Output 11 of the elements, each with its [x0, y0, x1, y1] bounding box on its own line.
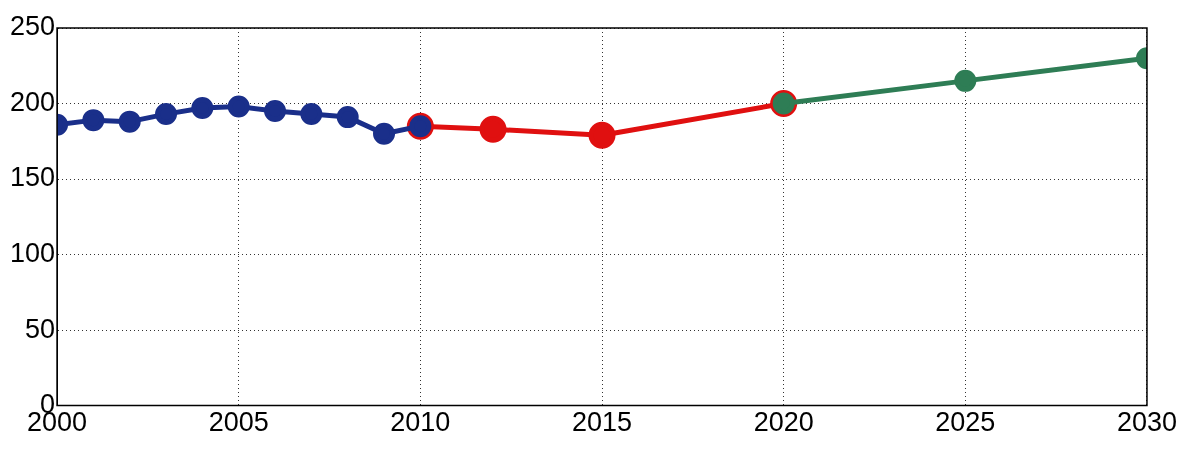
- y-tick-label: 250: [9, 11, 56, 42]
- x-tick-label: 2025: [935, 407, 996, 438]
- y-tick-label: 100: [9, 238, 56, 269]
- x-tick-label: 2015: [571, 407, 633, 438]
- y-tick-label: 200: [9, 86, 56, 117]
- y-tick-label: 150: [9, 162, 56, 193]
- x-tick-label: 2030: [1116, 407, 1178, 438]
- x-tick-label: 2010: [390, 407, 451, 438]
- x-tick-label: 2020: [753, 407, 814, 438]
- y-tick-label: 50: [25, 313, 56, 344]
- x-tick-label: 2005: [208, 407, 269, 438]
